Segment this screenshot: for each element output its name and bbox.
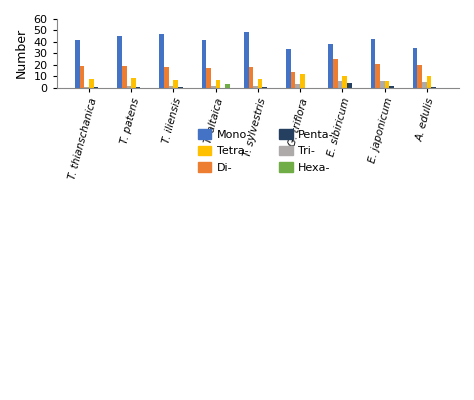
Bar <box>216 80 220 88</box>
Bar <box>80 66 84 88</box>
Bar <box>89 79 93 88</box>
Bar <box>337 81 342 88</box>
Bar <box>380 81 384 88</box>
Bar <box>164 67 169 88</box>
Bar <box>75 40 80 88</box>
Bar <box>248 67 253 88</box>
Bar <box>136 87 140 88</box>
Bar <box>206 68 211 88</box>
Bar <box>122 66 127 88</box>
Bar <box>131 78 136 88</box>
Bar <box>244 32 248 88</box>
Bar <box>127 86 131 88</box>
Bar <box>295 84 300 88</box>
Bar <box>418 65 422 88</box>
Bar <box>389 86 394 88</box>
Bar <box>211 86 216 88</box>
Bar <box>253 86 258 88</box>
Bar <box>286 49 291 88</box>
Bar <box>328 44 333 88</box>
Bar <box>342 76 347 88</box>
Y-axis label: Number: Number <box>15 28 28 78</box>
Bar <box>263 87 267 88</box>
Bar <box>375 64 380 88</box>
Bar <box>431 87 436 88</box>
Bar <box>422 82 427 88</box>
Legend: Mono-, Tetra-, Di-, Penta-, Tri-, Hexa-: Mono-, Tetra-, Di-, Penta-, Tri-, Hexa- <box>198 129 334 173</box>
Bar <box>84 87 89 88</box>
Bar <box>173 80 178 88</box>
Bar <box>300 74 305 88</box>
Bar <box>347 83 352 88</box>
Bar <box>371 38 375 88</box>
Bar <box>225 84 229 88</box>
Bar <box>333 59 337 88</box>
Bar <box>258 79 263 88</box>
Bar <box>427 76 431 88</box>
Bar <box>117 36 122 88</box>
Bar <box>159 34 164 88</box>
Bar <box>93 87 98 88</box>
Bar <box>202 40 206 88</box>
Bar <box>384 81 389 88</box>
Bar <box>169 86 173 88</box>
Bar <box>178 87 182 88</box>
Bar <box>413 48 418 88</box>
Bar <box>291 72 295 88</box>
